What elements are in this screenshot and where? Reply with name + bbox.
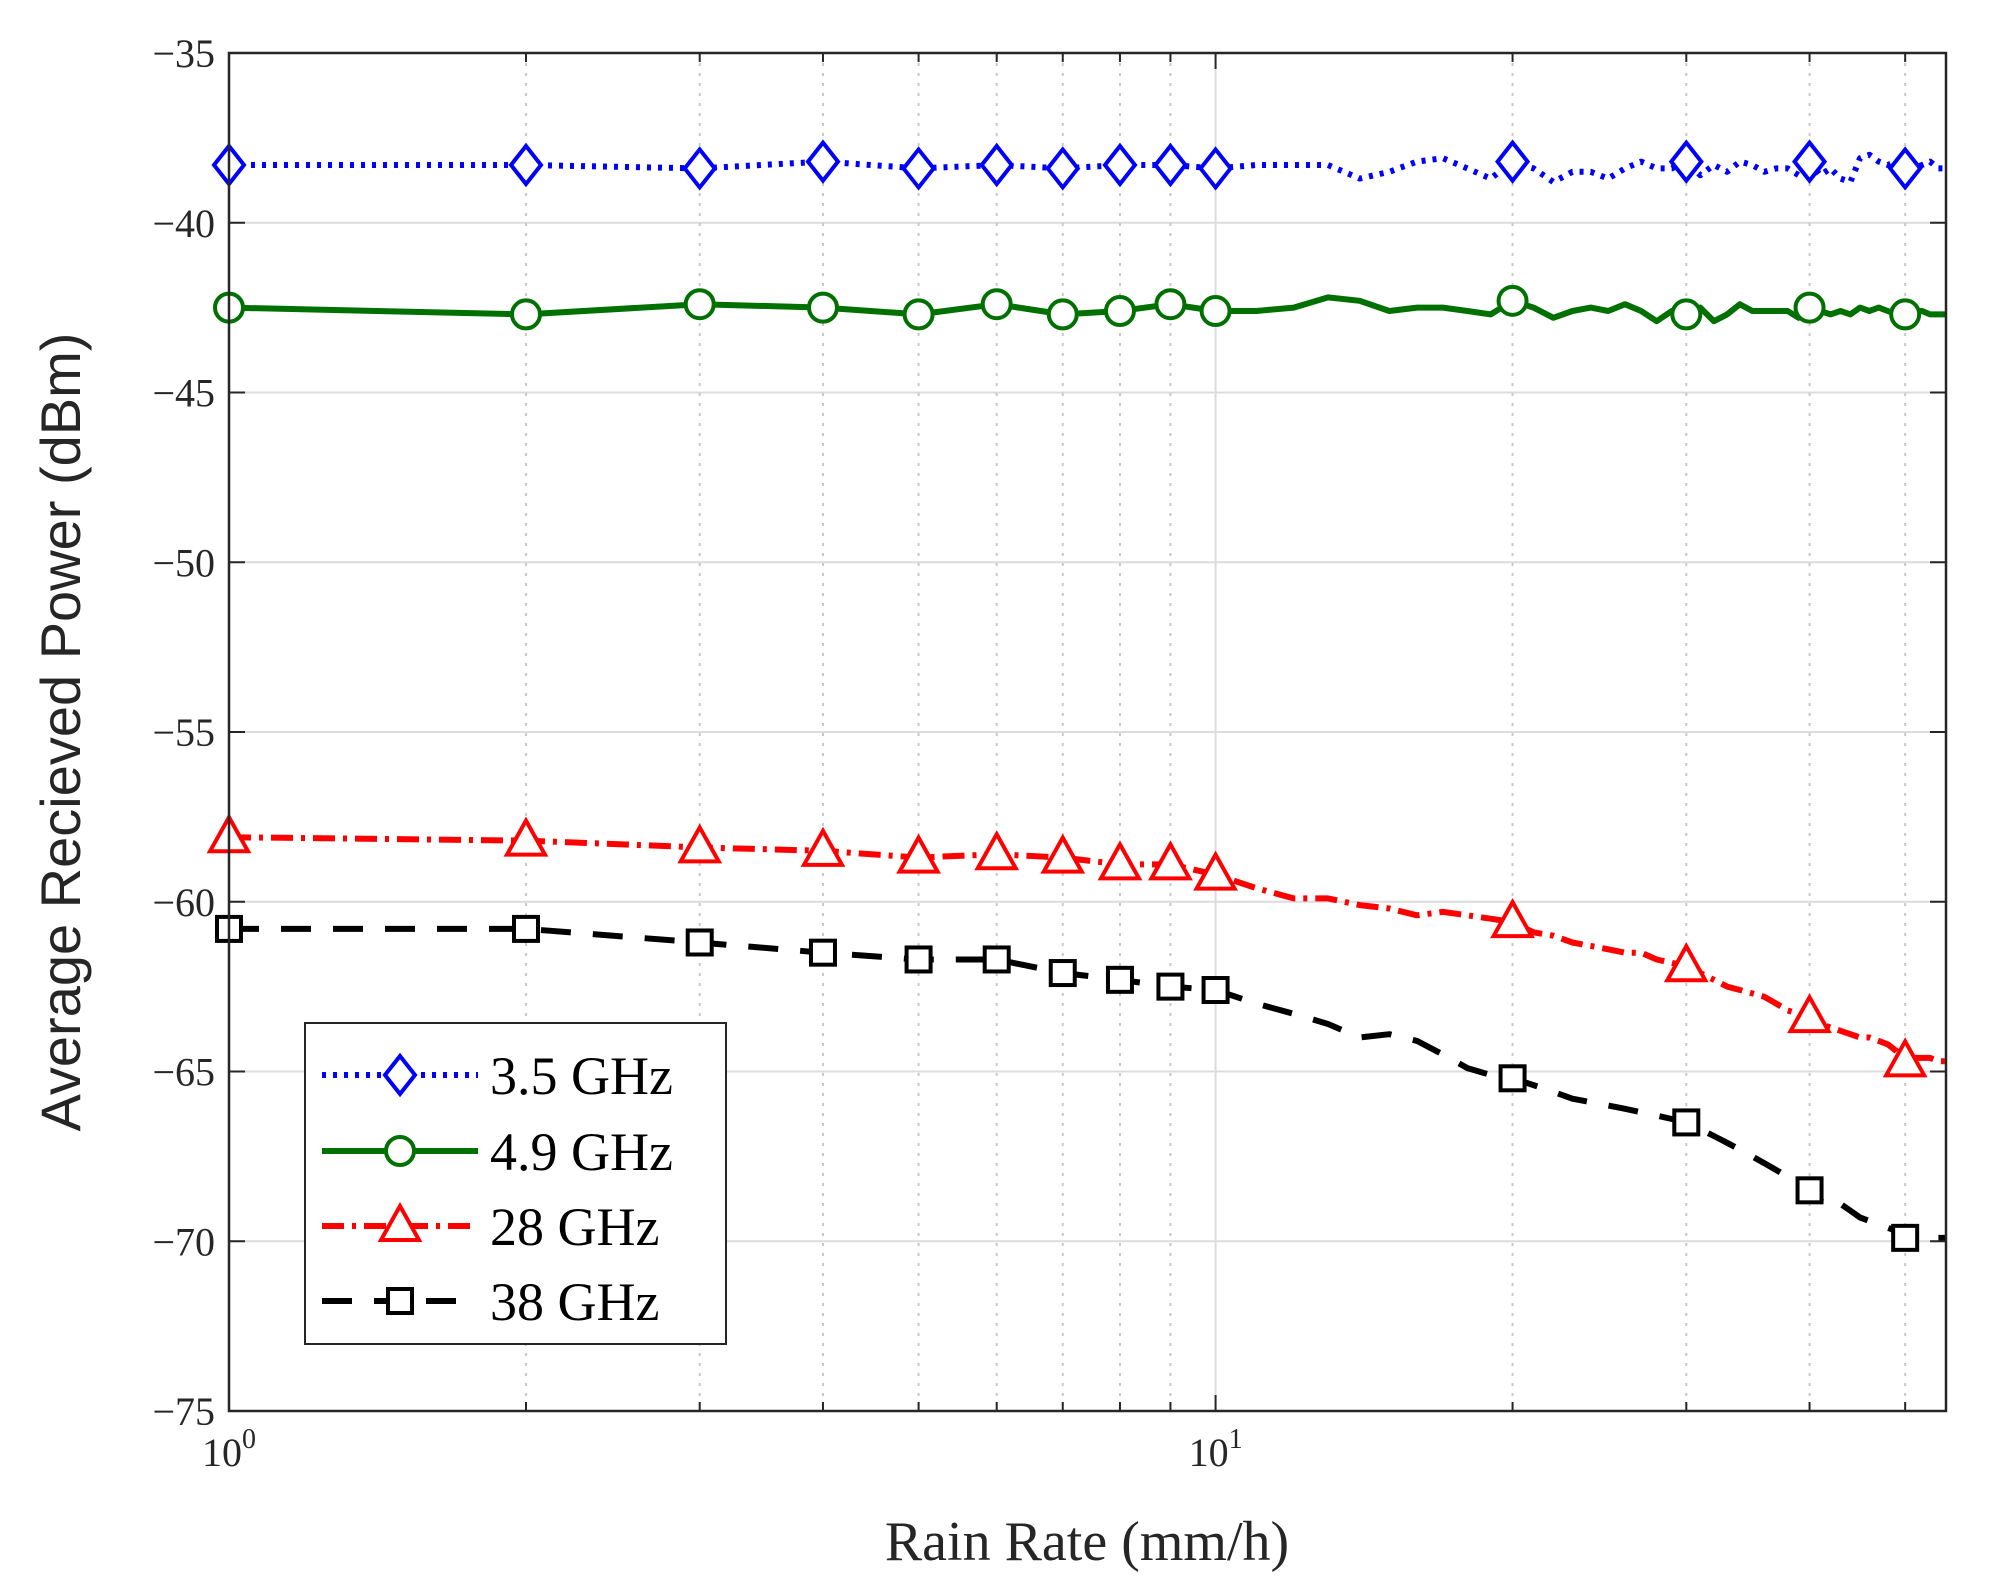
data-point-marker [677,823,723,864]
data-point-marker [386,1287,414,1315]
y-tick-label: −70 [152,1219,215,1264]
data-point-marker [1668,139,1704,184]
legend-label: 3.5 GHz [490,1046,673,1106]
y-tick-label: −55 [152,710,215,755]
data-point-marker [1152,142,1188,188]
data-point-marker [1795,1176,1824,1205]
data-point-marker [503,816,549,857]
data-point-marker [377,1201,423,1242]
data-point-marker [1198,146,1234,191]
data-point-marker [808,938,837,967]
x-tick-label: 100 [202,1424,256,1475]
data-point-marker [1496,284,1529,317]
data-point-marker [1887,146,1923,191]
axes [227,51,1948,1413]
data-point-marker [974,830,1020,871]
y-tick-label: −40 [152,201,215,246]
data-point-marker [384,1135,416,1167]
y-tick-label: −45 [152,371,215,416]
data-point-marker [1103,295,1136,328]
data-point-marker [511,914,540,943]
data-point-marker [980,288,1013,321]
data-point-marker [1046,298,1079,331]
data-point-marker [1663,942,1709,983]
data-point-marker [1156,972,1185,1001]
y-axis-title: Average Recieved Power (dBm) [29,333,92,1132]
data-point-marker [1495,139,1531,184]
data-point-marker [1891,1223,1920,1252]
data-point-marker [1201,976,1230,1005]
y-tick-label: −75 [152,1389,215,1434]
data-point-marker [1193,850,1238,891]
y-tick-label: −35 [152,31,215,76]
data-point-marker [979,142,1015,188]
legend-label: 28 GHz [490,1197,659,1257]
data-point-marker [1670,298,1703,331]
data-point-marker [509,298,542,331]
data-point-marker [1792,139,1828,184]
data-point-marker [901,146,937,191]
data-point-marker [682,146,718,191]
data-point-marker [1148,840,1193,881]
data-point-marker [800,826,846,867]
legend-label: 4.9 GHz [490,1122,673,1182]
data-point-marker [806,291,839,324]
data-point-marker [896,833,941,874]
legend-box [304,1022,727,1345]
data-point-marker [382,1052,418,1098]
data-point-marker [1672,1108,1701,1137]
data-point-marker [1102,142,1138,188]
data-point-marker [1097,840,1143,881]
y-tick-label: −60 [152,880,215,925]
data-point-marker [902,298,935,331]
data-point-marker [1490,898,1535,939]
x-tick-label: 101 [1189,1424,1243,1475]
series-line [228,834,1946,1065]
data-point-marker [1889,298,1922,331]
data-point-marker [1882,1037,1928,1078]
data-point-marker [1199,295,1232,328]
data-point-marker [805,139,841,184]
y-tick-label: −65 [152,1050,215,1095]
legend: 3.5 GHz 4.9 GHz 28 GHz 38 GHz [304,1022,727,1345]
y-tick-label: −50 [152,540,215,585]
series-markers [206,139,1928,1252]
data-point-marker [508,142,544,188]
data-point-marker [1105,965,1134,994]
data-point-marker [1154,288,1187,321]
legend-label: 38 GHz [490,1272,659,1332]
data-point-marker [683,288,716,321]
data-point-marker [1498,1064,1527,1093]
data-point-marker [982,945,1011,974]
x-axis-title: Rain Rate (mm/h) [885,1511,1289,1573]
data-point-marker [1048,959,1077,988]
data-point-marker [1040,833,1086,874]
data-point-marker [1787,993,1832,1034]
series-line [229,151,1946,185]
data-point-marker [904,945,933,974]
data-point-marker [685,928,714,957]
data-point-marker [1045,146,1081,191]
data-point-marker [1793,291,1826,324]
